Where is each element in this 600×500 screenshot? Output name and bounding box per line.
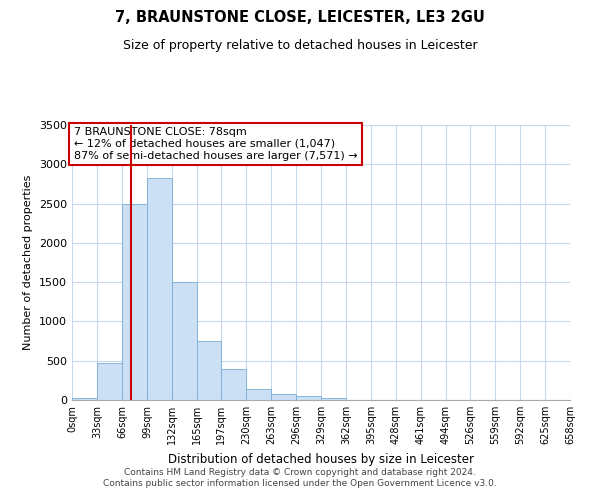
Text: 7 BRAUNSTONE CLOSE: 78sqm
← 12% of detached houses are smaller (1,047)
87% of se: 7 BRAUNSTONE CLOSE: 78sqm ← 12% of detac… bbox=[74, 128, 357, 160]
Y-axis label: Number of detached properties: Number of detached properties bbox=[23, 175, 34, 350]
Bar bbox=[321, 398, 346, 400]
X-axis label: Distribution of detached houses by size in Leicester: Distribution of detached houses by size … bbox=[168, 452, 474, 466]
Bar bbox=[172, 282, 197, 400]
Text: Contains HM Land Registry data © Crown copyright and database right 2024.
Contai: Contains HM Land Registry data © Crown c… bbox=[103, 468, 497, 487]
Bar bbox=[296, 396, 321, 400]
Bar bbox=[271, 394, 296, 400]
Bar bbox=[147, 178, 172, 400]
Bar bbox=[197, 341, 221, 400]
Bar bbox=[122, 204, 147, 400]
Text: Size of property relative to detached houses in Leicester: Size of property relative to detached ho… bbox=[122, 39, 478, 52]
Bar bbox=[97, 363, 122, 400]
Bar bbox=[221, 370, 246, 400]
Text: 7, BRAUNSTONE CLOSE, LEICESTER, LE3 2GU: 7, BRAUNSTONE CLOSE, LEICESTER, LE3 2GU bbox=[115, 10, 485, 25]
Bar bbox=[72, 398, 97, 400]
Bar bbox=[246, 388, 271, 400]
